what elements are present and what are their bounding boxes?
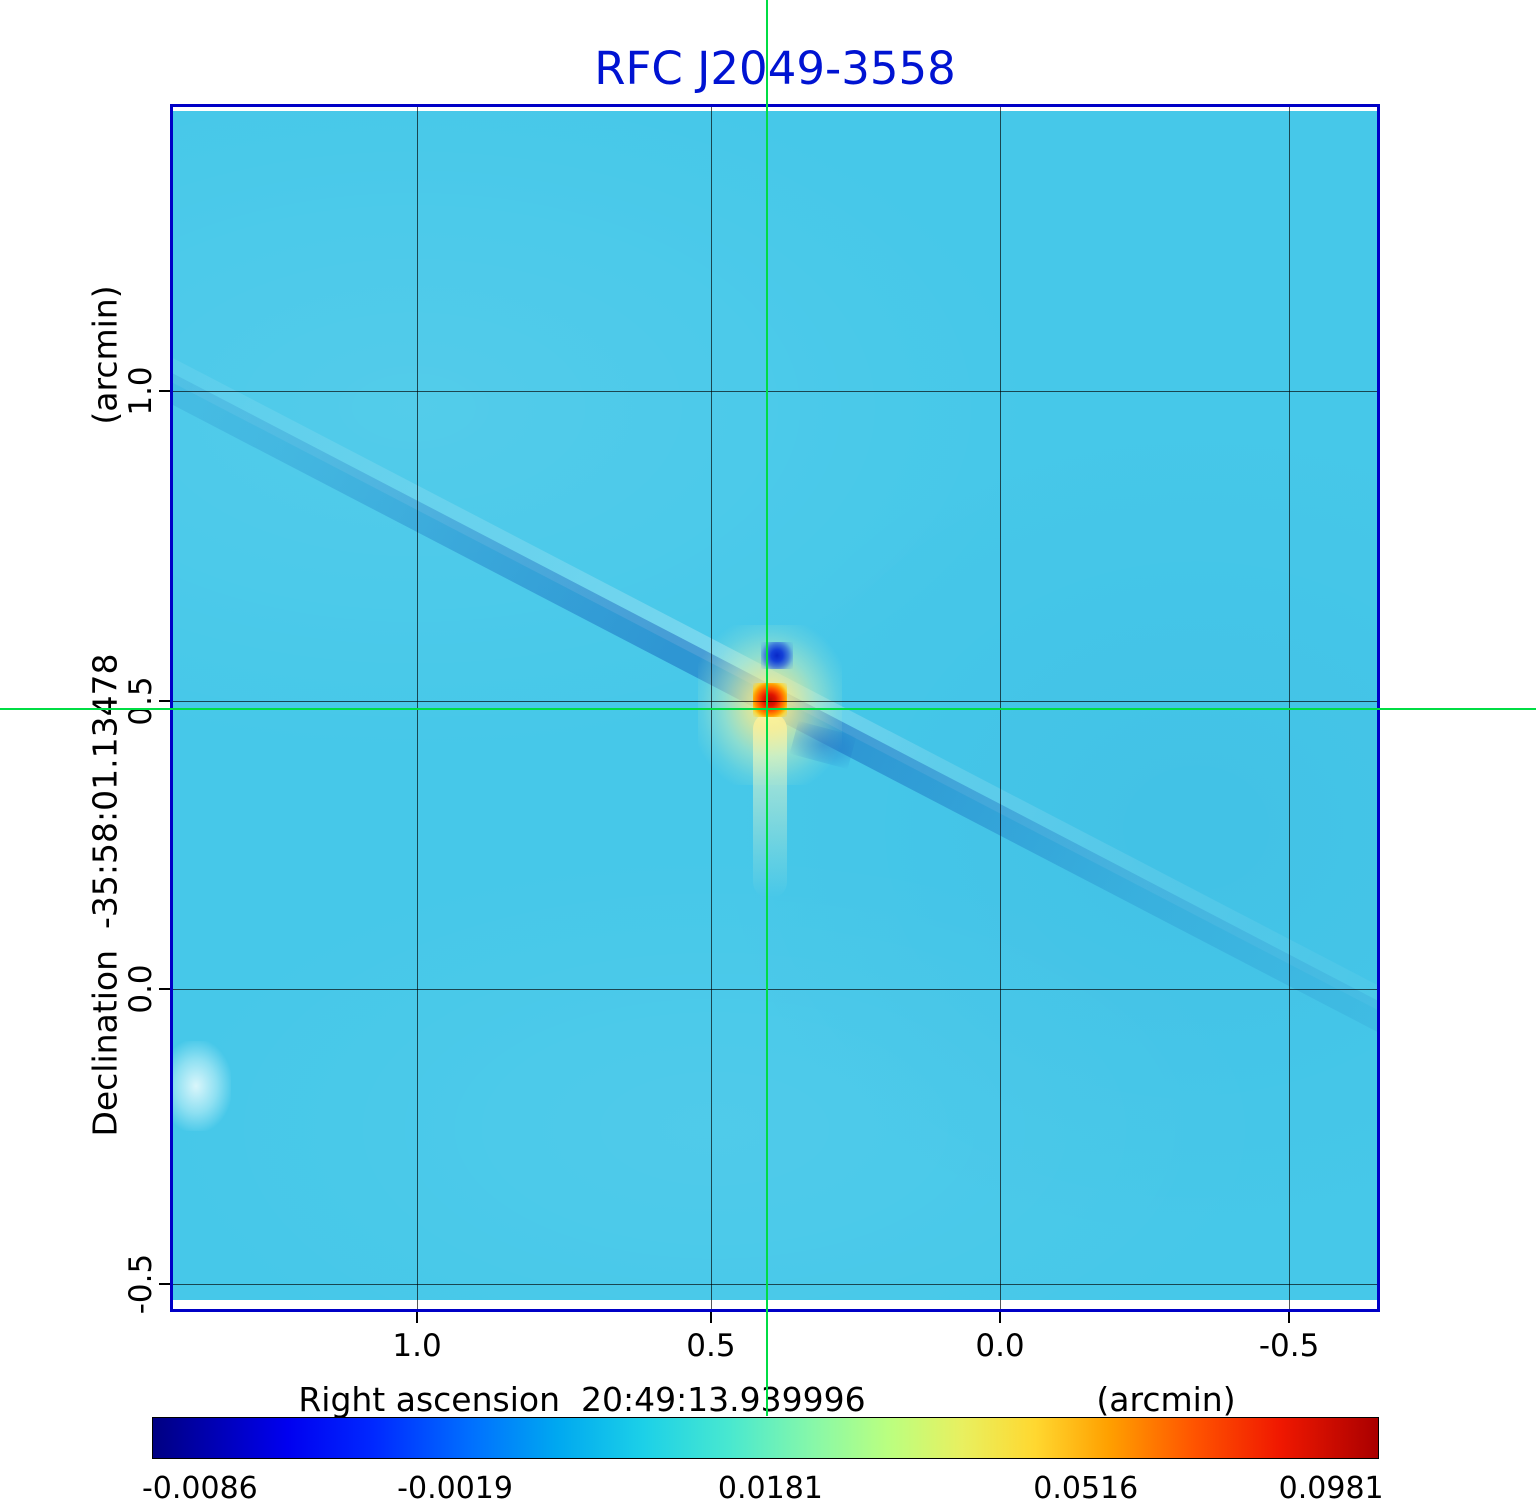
x-tick-mark xyxy=(999,1312,1002,1323)
grid-line-horizontal xyxy=(173,989,1377,991)
faint-source-blob xyxy=(173,1041,231,1131)
x-tick-mark xyxy=(1288,1312,1291,1323)
grid-line-horizontal xyxy=(173,701,1377,703)
y-tick-label: 0.0 xyxy=(123,964,159,1014)
y-tick-label: 1.0 xyxy=(123,366,159,416)
y-axis-title: Declination -35:58:01.13478 xyxy=(85,653,125,1137)
colorbar-tick-label: 0.0181 xyxy=(717,1471,823,1506)
x-tick-label: -0.5 xyxy=(1258,1328,1320,1364)
y-tick-label: 0.5 xyxy=(123,676,159,726)
x-tick-mark xyxy=(416,1312,419,1323)
colorbar-tick-label: 0.0981 xyxy=(1278,1471,1384,1506)
y-tick-mark xyxy=(159,1282,170,1285)
x-axis-title: Right ascension 20:49:13.939996 xyxy=(298,1380,866,1419)
y-tick-mark xyxy=(159,390,170,393)
y-tick-mark xyxy=(159,988,170,991)
x-tick-label: 0.0 xyxy=(975,1328,1025,1364)
y-axis-unit: (arcmin) xyxy=(85,285,125,425)
x-tick-label: 0.5 xyxy=(686,1328,736,1364)
y-tick-mark xyxy=(159,700,170,703)
x-tick-mark xyxy=(709,1312,712,1323)
grid-line-horizontal xyxy=(173,1283,1377,1285)
x-axis-unit: (arcmin) xyxy=(1096,1380,1236,1419)
figure-title: RFC J2049-3558 xyxy=(594,42,956,95)
crosshair-horizontal xyxy=(0,708,1536,710)
map-edge-bottom xyxy=(173,1300,1377,1309)
colorbar-tick-label: 0.0516 xyxy=(1033,1471,1139,1506)
grid-line-horizontal xyxy=(173,391,1377,393)
colorbar xyxy=(152,1417,1379,1459)
colorbar-tick-label: -0.0086 xyxy=(141,1471,258,1506)
map-edge-top xyxy=(173,107,1377,111)
x-tick-label: 1.0 xyxy=(392,1328,442,1364)
source-peak xyxy=(753,683,787,717)
y-tick-label: -0.5 xyxy=(123,1253,159,1315)
colorbar-tick-label: -0.0019 xyxy=(397,1471,513,1506)
